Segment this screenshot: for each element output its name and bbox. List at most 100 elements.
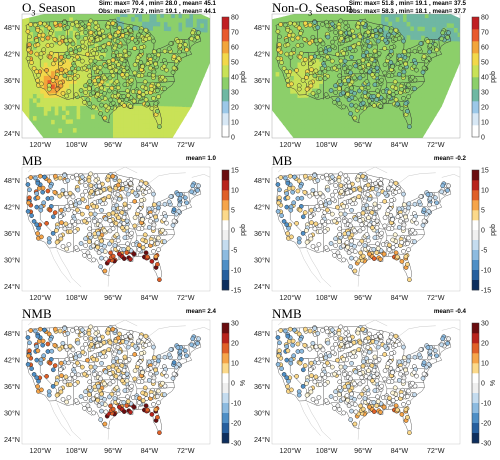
site-marker [123,28,128,33]
field-cell [54,110,60,116]
field-cell [282,97,288,103]
site-marker [65,25,71,30]
field-cell [171,34,176,41]
field-cell [282,133,288,138]
field-cell [127,118,132,124]
site-marker [72,75,78,81]
site-marker [36,72,41,78]
field-cell [25,84,30,90]
field-cell [312,61,317,67]
field-cell [182,92,187,99]
field-cell [58,14,63,18]
site-marker [121,68,127,73]
field-cell [421,87,426,94]
site-marker [37,20,43,26]
field-cell [54,48,60,54]
site-marker [416,46,422,52]
field-cell [127,122,132,128]
site-marker [313,68,319,74]
field-cell [185,92,191,99]
field-cell [185,106,191,112]
field-cell [322,78,328,84]
field-cell [275,40,280,46]
field-cell [344,82,350,88]
site-marker [52,20,58,26]
field-cell [88,0,92,4]
field-cell [392,122,397,128]
field-cell [109,126,114,133]
site-marker [58,54,64,60]
field-cell [432,48,437,54]
field-cell [450,128,455,135]
field-cell [128,140,132,145]
field-cell [453,58,459,64]
field-cell [116,113,121,119]
field-cell [403,16,408,22]
field-cell [413,118,419,124]
field-cell [424,79,430,85]
field-cell [304,105,310,111]
field-cell [282,124,288,130]
field-cell [167,34,172,40]
field-cell [174,110,180,116]
field-cell [272,138,276,143]
field-cell [450,93,455,99]
site-marker [371,62,377,67]
site-marker [365,29,371,35]
field-cell [80,100,85,106]
field-cell [366,73,371,79]
field-cell [116,135,121,138]
site-marker [362,90,368,95]
obs-stats: Obs: max= 58.3 , min= 18.1 , mean= 37.7 [348,8,466,15]
site-marker [308,83,314,89]
site-marker [407,124,412,130]
field-cell [167,65,172,71]
field-cell [69,25,74,31]
site-marker [136,94,142,100]
field-cell [142,51,147,58]
field-cell [174,74,180,81]
field-cell [182,21,187,28]
field-cell [272,124,277,130]
field-cell [312,14,317,18]
field-cell [417,52,422,58]
field-cell [43,128,49,134]
field-cell [145,82,151,89]
field-cell [297,101,302,107]
field-cell [200,93,205,99]
field-cell [395,14,401,18]
field-cell [153,105,158,111]
field-cell [406,16,411,22]
field-cell [319,16,324,22]
field-cell [145,109,151,115]
field-cell [83,60,89,66]
field-cell [413,101,419,107]
field-cell [330,105,335,111]
site-marker [291,47,297,53]
field-cell [171,25,176,32]
field-cell [413,34,419,40]
field-cell [185,123,191,130]
site-marker [121,62,127,67]
field-cell [373,60,379,66]
site-marker [80,196,86,202]
field-cell [453,62,459,68]
field-cell [160,34,165,40]
field-cell [344,60,350,66]
colorbar-swatch [472,125,479,138]
site-marker [338,30,344,35]
field-cell [290,115,295,121]
site-marker [410,74,415,80]
site-marker [121,103,127,108]
field-cell [40,62,45,68]
field-cell [272,142,276,147]
field-cell [178,14,183,19]
field-cell [171,17,176,23]
field-cell [286,35,291,41]
field-cell [120,91,125,97]
field-cell [315,136,321,138]
site-marker [85,250,91,256]
field-cell [207,58,210,64]
field-cell [435,61,441,68]
site-marker [302,57,308,62]
